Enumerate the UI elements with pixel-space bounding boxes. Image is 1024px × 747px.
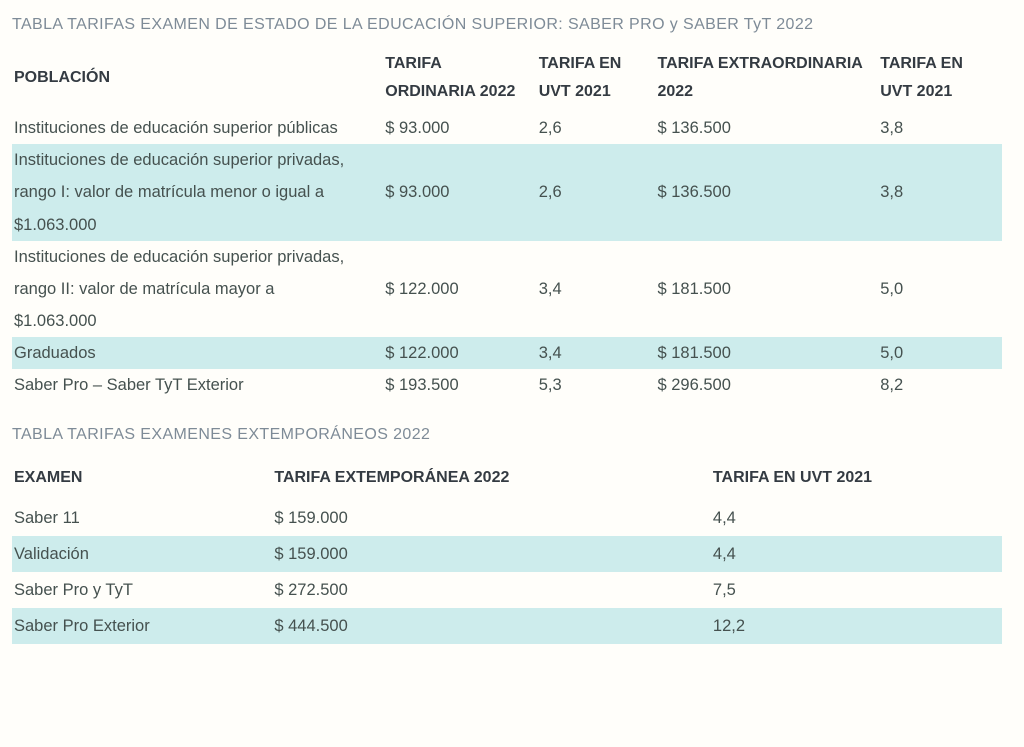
cell-uvt-ordinaria: 2,6 bbox=[538, 183, 562, 202]
col-header-tarifa-uvt-1: TARIFA EN UVT 2021 bbox=[538, 55, 622, 100]
tarifas-extemporaneos-table: EXAMEN TARIFA EXTEMPORÁNEA 2022 TARIFA E… bbox=[12, 460, 1002, 645]
cell-uvt: 4,4 bbox=[712, 508, 736, 527]
cell-tarifa-extraordinaria: $ 136.500 bbox=[657, 183, 731, 202]
col-header-tarifa-extemporanea: TARIFA EXTEMPORÁNEA 2022 bbox=[274, 468, 510, 486]
col-header-tarifa-uvt: TARIFA EN UVT 2021 bbox=[712, 468, 873, 486]
cell-uvt-ordinaria: 3,4 bbox=[538, 344, 562, 363]
cell-uvt-extraordinaria: 8,2 bbox=[880, 376, 904, 395]
cell-tarifa-extraordinaria: $ 136.500 bbox=[657, 119, 731, 137]
cell-tarifa-extemporanea: $ 444.500 bbox=[274, 617, 348, 636]
section1-title: TABLA TARIFAS EXAMEN DE ESTADO DE LA EDU… bbox=[12, 16, 814, 33]
col-header-tarifa-ordinaria: TARIFA ORDINARIA 2022 bbox=[385, 55, 516, 100]
page-content: TABLA TARIFAS EXAMEN DE ESTADO DE LA EDU… bbox=[12, 16, 1002, 645]
cell-tarifa-ordinaria: $ 122.000 bbox=[385, 344, 459, 363]
cell-tarifa-extraordinaria: $ 181.500 bbox=[657, 279, 731, 298]
col-header-examen: EXAMEN bbox=[14, 468, 83, 486]
cell-uvt: 12,2 bbox=[712, 617, 746, 636]
cell-tarifa-ordinaria: $ 93.000 bbox=[385, 183, 450, 202]
table-row: Saber 11 $ 159.000 4,4 bbox=[12, 500, 1002, 536]
col-header-tarifa-extraordinaria: TARIFA EXTRAORDINARIA 2022 bbox=[657, 55, 863, 100]
table-row: Validación $ 159.000 4,4 bbox=[12, 535, 1002, 572]
cell-tarifa-extemporanea: $ 159.000 bbox=[274, 508, 348, 527]
cell-uvt-extraordinaria: 5,0 bbox=[880, 279, 904, 298]
table-row: Saber Pro y TyT $ 272.500 7,5 bbox=[12, 572, 1002, 608]
cell-examen: Saber Pro y TyT bbox=[14, 580, 133, 599]
cell-examen: Saber 11 bbox=[14, 508, 80, 527]
table-row: Instituciones de educación superior públ… bbox=[12, 112, 1002, 144]
table-row: Saber Pro – Saber TyT Exterior $ 193.500… bbox=[12, 369, 1002, 401]
cell-poblacion: Graduados bbox=[14, 344, 96, 363]
section2-title: TABLA TARIFAS EXAMENES EXTEMPORÁNEOS 202… bbox=[12, 425, 431, 443]
cell-uvt-extraordinaria: 3,8 bbox=[880, 183, 904, 202]
table-header-row: POBLACIÓN TARIFA ORDINARIA 2022 TARIFA E… bbox=[12, 46, 1002, 112]
table-row: Saber Pro Exterior $ 444.500 12,2 bbox=[12, 608, 1002, 645]
cell-tarifa-extemporanea: $ 272.500 bbox=[274, 580, 348, 599]
cell-uvt-ordinaria: 3,4 bbox=[538, 279, 562, 298]
cell-uvt-ordinaria: 2,6 bbox=[538, 119, 562, 137]
cell-poblacion: Instituciones de educación superior públ… bbox=[14, 119, 338, 137]
table-row: Instituciones de educación superior priv… bbox=[12, 241, 1002, 338]
cell-examen: Validación bbox=[14, 544, 89, 563]
cell-uvt: 7,5 bbox=[712, 580, 736, 599]
cell-uvt-ordinaria: 5,3 bbox=[538, 376, 562, 395]
cell-tarifa-ordinaria: $ 122.000 bbox=[385, 279, 459, 298]
cell-poblacion: Saber Pro – Saber TyT Exterior bbox=[14, 376, 244, 395]
col-header-tarifa-uvt-2: TARIFA EN UVT 2021 bbox=[880, 55, 963, 100]
cell-poblacion: Instituciones de educación superior priv… bbox=[14, 247, 345, 331]
col-header-poblacion: POBLACIÓN bbox=[14, 69, 110, 86]
cell-tarifa-extraordinaria: $ 181.500 bbox=[657, 344, 731, 363]
cell-uvt-extraordinaria: 3,8 bbox=[880, 119, 904, 137]
table-header-row: EXAMEN TARIFA EXTEMPORÁNEA 2022 TARIFA E… bbox=[12, 460, 1002, 500]
table-row: Graduados $ 122.000 3,4 $ 181.500 5,0 bbox=[12, 337, 1002, 370]
cell-examen: Saber Pro Exterior bbox=[14, 617, 150, 636]
cell-uvt: 4,4 bbox=[712, 544, 736, 563]
cell-tarifa-ordinaria: $ 93.000 bbox=[385, 119, 450, 137]
cell-tarifa-extraordinaria: $ 296.500 bbox=[657, 376, 731, 395]
tarifas-saber-pro-table: POBLACIÓN TARIFA ORDINARIA 2022 TARIFA E… bbox=[12, 46, 1002, 402]
cell-uvt-extraordinaria: 5,0 bbox=[880, 344, 904, 363]
cell-tarifa-ordinaria: $ 193.500 bbox=[385, 376, 459, 395]
cell-tarifa-extemporanea: $ 159.000 bbox=[274, 544, 348, 563]
cell-poblacion: Instituciones de educación superior priv… bbox=[14, 151, 345, 234]
table-row: Instituciones de educación superior priv… bbox=[12, 144, 1002, 241]
